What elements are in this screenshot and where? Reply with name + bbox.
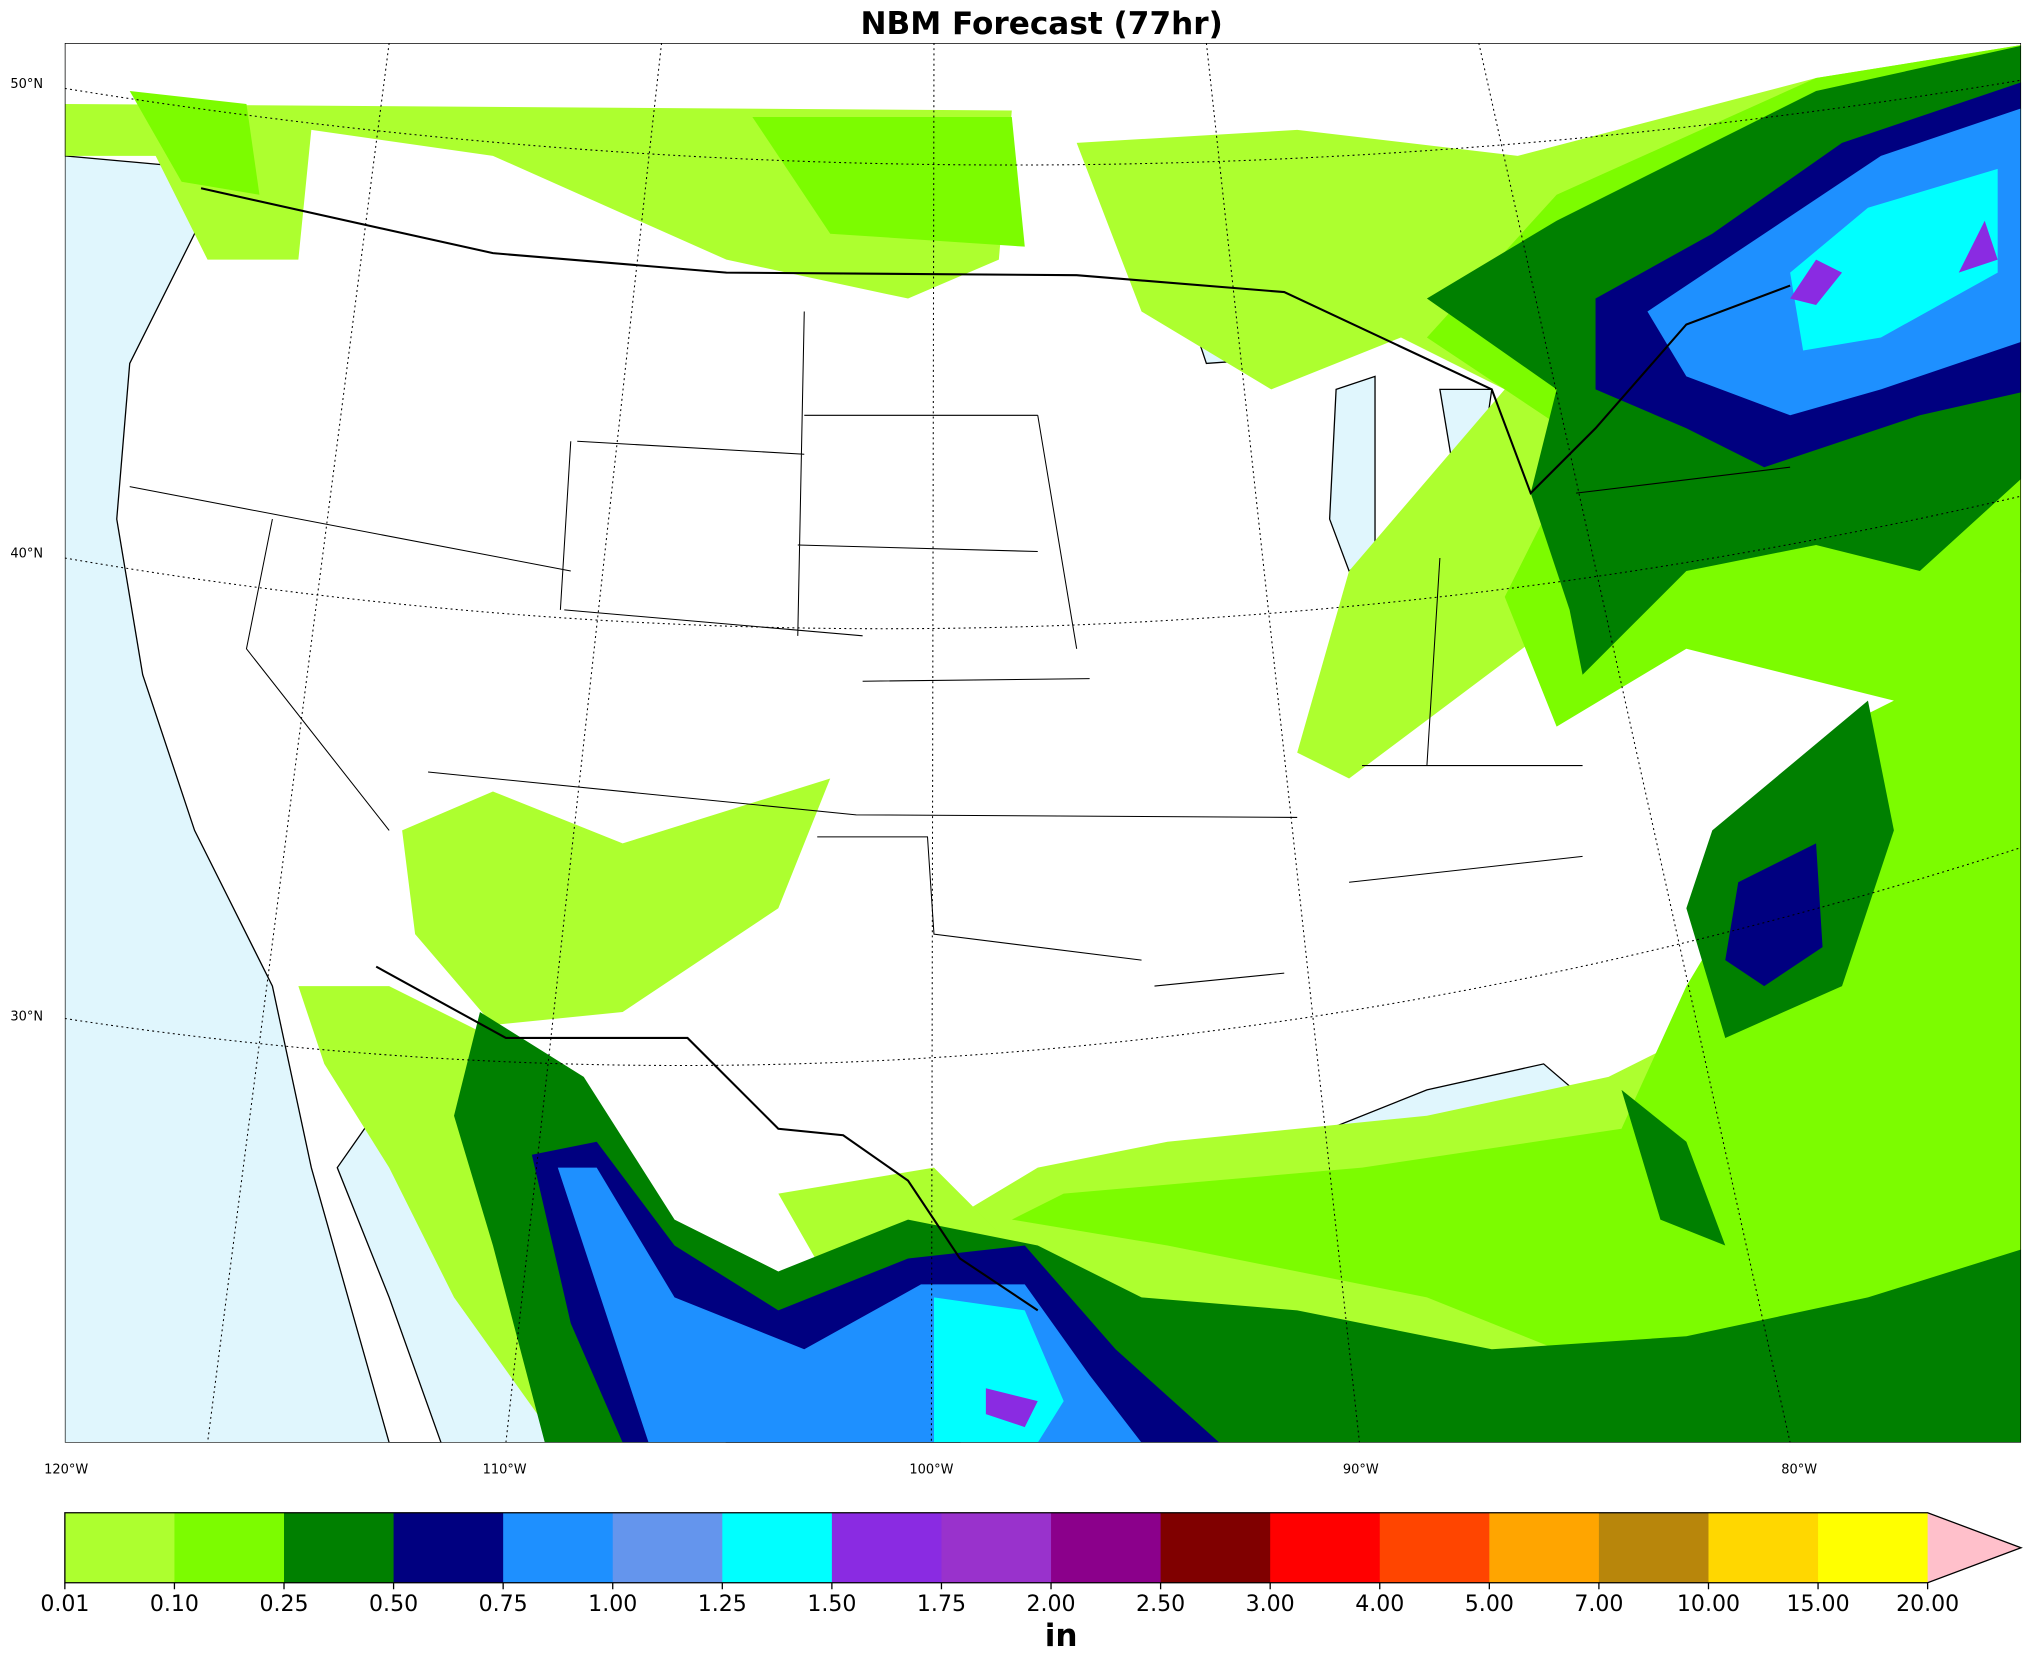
colorbar-swatch xyxy=(941,1512,1052,1583)
title: NBM Forecast (77hr) xyxy=(860,6,1222,42)
lat-label: 50°N xyxy=(10,77,43,92)
colorbar-swatch xyxy=(1489,1512,1600,1583)
map xyxy=(64,43,2022,1443)
colorbar-extension xyxy=(1927,1512,2022,1583)
colorbar-swatch xyxy=(1598,1512,1710,1583)
colorbar-swatch xyxy=(1818,1512,1929,1583)
lon-label: 90°W xyxy=(1343,1462,1379,1477)
colorbar-tick-label: 0.75 xyxy=(479,1592,528,1617)
lon-label: 120°W xyxy=(44,1462,88,1477)
colorbar-swatch xyxy=(503,1512,614,1583)
colorbar-swatch xyxy=(1379,1512,1490,1583)
colorbar-swatch xyxy=(1051,1512,1162,1583)
colorbar-tick-label: 10.00 xyxy=(1677,1592,1740,1617)
colorbar-label: in xyxy=(1045,1618,1078,1654)
colorbar-tick-label: 20.00 xyxy=(1896,1592,1959,1617)
colorbar-tick-label: 1.75 xyxy=(917,1592,966,1617)
colorbar-swatch xyxy=(831,1512,943,1583)
colorbar-swatch xyxy=(722,1512,833,1583)
colorbar-tick-label: 1.00 xyxy=(588,1592,637,1617)
colorbar-swatch xyxy=(393,1512,504,1583)
colorbar-tick-label: 0.10 xyxy=(150,1592,199,1617)
colorbar-tick-label: 15.00 xyxy=(1786,1592,1849,1617)
colorbar-tick-label: 3.00 xyxy=(1246,1592,1295,1617)
colorbar-tick-label: 0.50 xyxy=(369,1592,418,1617)
lon-label: 80°W xyxy=(1781,1462,1817,1477)
colorbar-tick-label: 0.01 xyxy=(40,1592,89,1617)
lat-label: 40°N xyxy=(10,547,43,562)
colorbar-swatch xyxy=(1270,1512,1381,1583)
colorbar-tick-label: 1.25 xyxy=(698,1592,747,1617)
graticule xyxy=(64,43,2022,1443)
precip-1-25 xyxy=(933,168,1998,1443)
colorbar-tick-label: 4.00 xyxy=(1355,1592,1404,1617)
colorbar-tick-label: 7.00 xyxy=(1574,1592,1623,1617)
colorbar-swatch xyxy=(284,1512,395,1583)
border xyxy=(200,187,1791,1312)
colorbar-tick-label: 2.50 xyxy=(1136,1592,1185,1617)
lon-label: 100°W xyxy=(909,1462,953,1477)
colorbar-swatch xyxy=(612,1512,723,1583)
colorbar-tick-label: 2.00 xyxy=(1026,1592,1075,1617)
colorbar-tick-label: 5.00 xyxy=(1465,1592,1514,1617)
colorbar-swatch xyxy=(174,1512,285,1583)
colorbar-tick-label: 0.25 xyxy=(259,1592,308,1617)
colorbar-outline xyxy=(64,1512,2023,1584)
colorbar-swatch xyxy=(1160,1512,1271,1583)
lon-label: 110°W xyxy=(483,1462,527,1477)
state-lines xyxy=(129,311,1791,987)
lat-label: 30°N xyxy=(10,1010,43,1025)
colorbar-tick-label: 1.50 xyxy=(807,1592,856,1617)
colorbar-swatch xyxy=(64,1512,176,1583)
colorbar-swatch xyxy=(1708,1512,1819,1583)
